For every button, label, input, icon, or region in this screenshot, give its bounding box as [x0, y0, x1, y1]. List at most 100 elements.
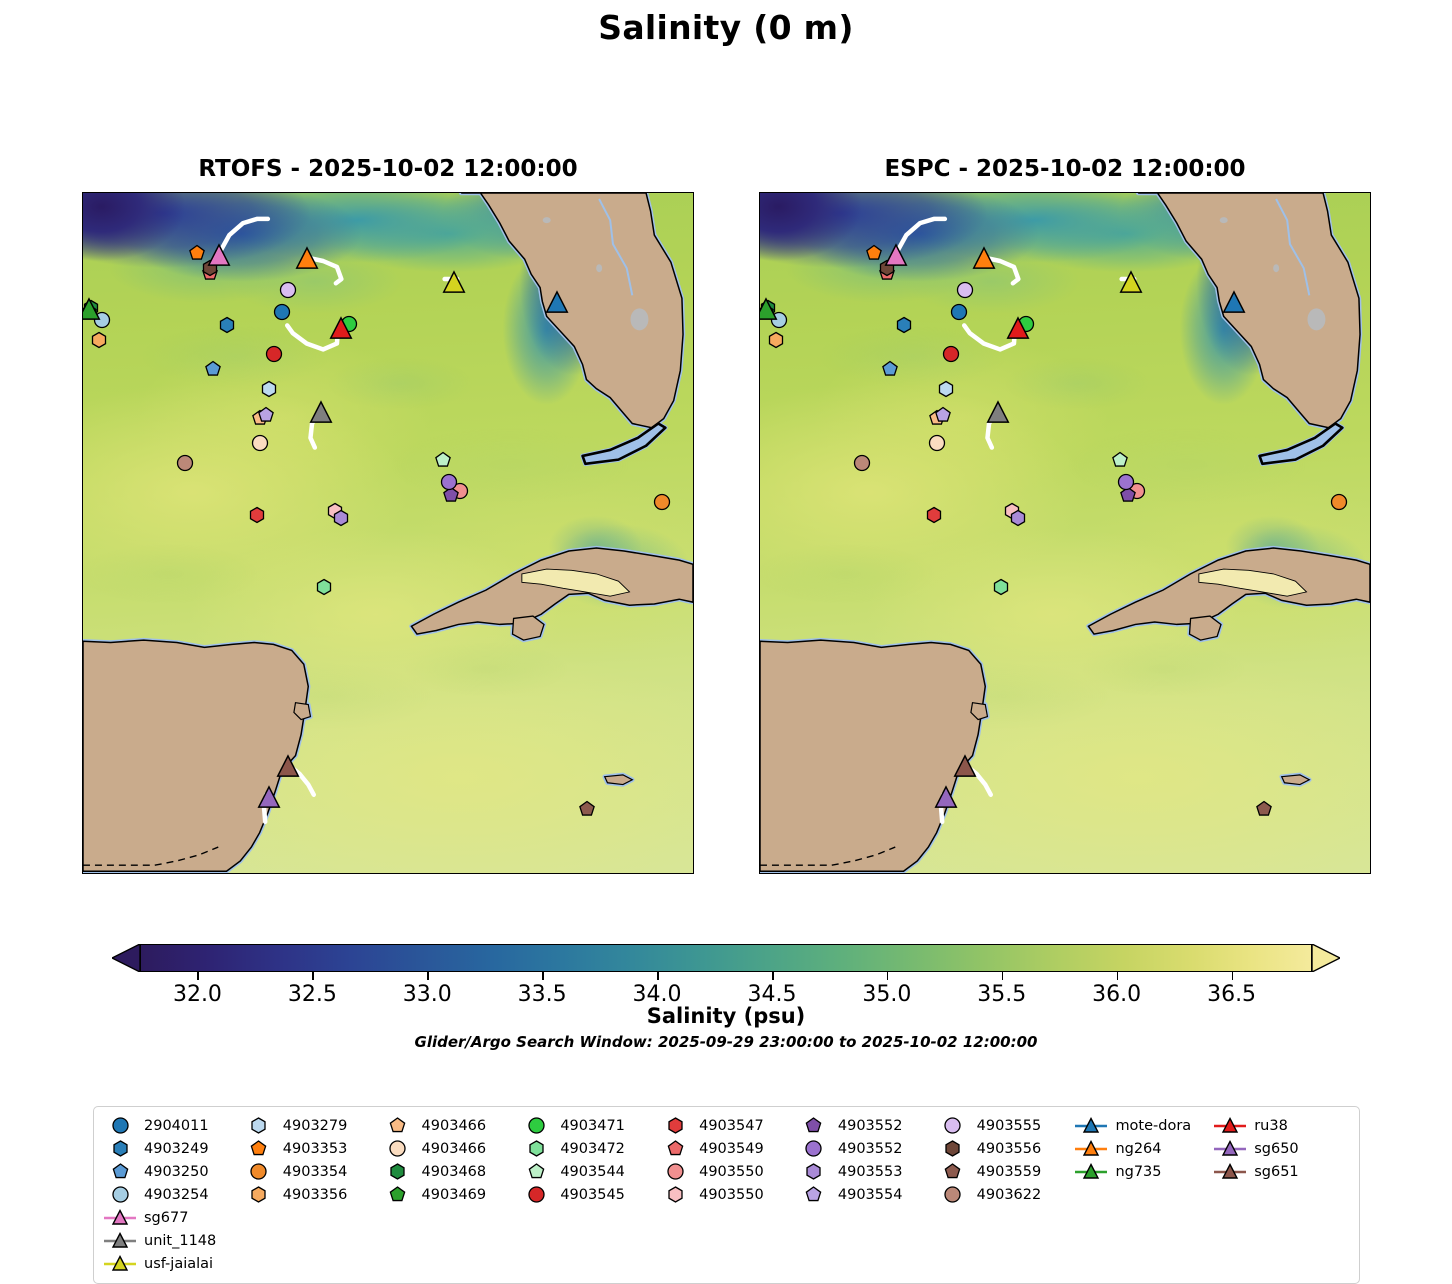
argo-marker-4903555[interactable] — [278, 280, 297, 299]
legend-item-ru38[interactable]: ru38 — [1213, 1114, 1350, 1137]
legend-item-4903279[interactable]: 4903279 — [242, 1114, 379, 1137]
argo-marker-4903466[interactable] — [928, 434, 947, 453]
map-frame-rtofs[interactable]: 90°W88°W86°W84°W82°W80°W18°N20°N22°N24°N… — [82, 192, 694, 874]
argo-marker-4903353[interactable] — [187, 243, 206, 262]
legend-item-4903468[interactable]: 4903468 — [381, 1160, 518, 1183]
glider-marker-ng264[interactable] — [972, 245, 996, 269]
argo-marker-4903622[interactable] — [853, 454, 872, 473]
argo-marker-4903356[interactable] — [766, 330, 785, 349]
legend-item-4903550[interactable]: 4903550 — [658, 1160, 795, 1183]
x-tick — [465, 192, 467, 193]
argo-marker-2904011[interactable] — [273, 302, 292, 321]
glider-marker-mote-dora[interactable] — [1222, 289, 1246, 313]
argo-marker-4903552[interactable] — [442, 486, 461, 505]
argo-marker-4903552[interactable] — [1116, 473, 1135, 492]
glider-marker-mote-dora[interactable] — [545, 289, 569, 313]
legend-item-mote-dora[interactable]: mote-dora — [1074, 1114, 1211, 1137]
argo-marker-4903354[interactable] — [652, 493, 671, 512]
glider-marker-ru38[interactable] — [1006, 315, 1030, 339]
legend-item-unit_1148[interactable]: unit_1148 — [103, 1229, 240, 1252]
argo-marker-4903279[interactable] — [936, 379, 955, 398]
argo-marker-4903553[interactable] — [331, 508, 350, 527]
argo-marker-4903250[interactable] — [204, 359, 223, 378]
legend-item-4903472[interactable]: 4903472 — [519, 1137, 656, 1160]
argo-marker-4903545[interactable] — [942, 345, 961, 364]
argo-marker-4903547[interactable] — [248, 505, 267, 524]
legend-item-4903547[interactable]: 4903547 — [658, 1114, 795, 1137]
argo-marker-4903552[interactable] — [439, 473, 458, 492]
legend-item-4903249[interactable]: 4903249 — [103, 1137, 240, 1160]
legend-item-4903556[interactable]: 4903556 — [936, 1137, 1073, 1160]
glider-marker-sg650[interactable] — [257, 784, 281, 808]
map-canvas-rtofs — [83, 193, 693, 873]
glider-marker-sg677[interactable] — [884, 243, 908, 267]
argo-marker-4903472[interactable] — [991, 578, 1010, 597]
argo-marker-4903249[interactable] — [218, 315, 237, 334]
glider-marker-sg677[interactable] — [207, 243, 231, 267]
map-frame-espc[interactable]: 90°W88°W86°W84°W82°W80°W18°N20°N22°N24°N… — [759, 192, 1371, 874]
argo-marker-4903466[interactable] — [251, 434, 270, 453]
glider-marker-usf-jaialai[interactable] — [442, 269, 466, 293]
legend-item-4903622[interactable]: 4903622 — [936, 1183, 1073, 1206]
glider-marker-unit_1148[interactable] — [986, 400, 1010, 424]
glider-marker-sg651[interactable] — [953, 754, 977, 778]
legend-item-4903555[interactable]: 4903555 — [936, 1114, 1073, 1137]
argo-marker-4903353[interactable] — [864, 243, 883, 262]
argo-marker-4903552[interactable] — [1119, 486, 1138, 505]
platform-legend[interactable]: 2904011 4903249 4903250 4903254 4903279 49033… — [93, 1106, 1360, 1284]
legend-item-4903466[interactable]: 4903466 — [381, 1114, 518, 1137]
argo-marker-4903553[interactable] — [1008, 508, 1027, 527]
argo-marker-4903279[interactable] — [259, 379, 278, 398]
legend-item-4903250[interactable]: 4903250 — [103, 1160, 240, 1183]
argo-marker-4903559[interactable] — [1255, 799, 1274, 818]
glider-marker-ng264[interactable] — [295, 245, 319, 269]
legend-item-4903356[interactable]: 4903356 — [242, 1183, 379, 1206]
legend-item-sg677[interactable]: sg677 — [103, 1206, 240, 1229]
legend-item-ng735[interactable]: ng735 — [1074, 1160, 1211, 1183]
glider-marker-sg650[interactable] — [934, 784, 958, 808]
argo-marker-4903249[interactable] — [895, 315, 914, 334]
legend-item-ng264[interactable]: ng264 — [1074, 1137, 1211, 1160]
legend-item-4903554[interactable]: 4903554 — [797, 1183, 934, 1206]
argo-marker-4903545[interactable] — [265, 345, 284, 364]
legend-item-4903552[interactable]: 4903552 — [797, 1114, 934, 1137]
glider-marker-usf-jaialai[interactable] — [1119, 269, 1143, 293]
legend-item-4903544[interactable]: 4903544 — [519, 1160, 656, 1183]
glider-marker-ng735[interactable] — [760, 297, 778, 321]
glider-marker-sg651[interactable] — [276, 754, 300, 778]
glider-marker-unit_1148[interactable] — [309, 400, 333, 424]
map-panel-espc[interactable]: ESPC - 2025-10-02 12:00:00 90°W88°W86°W8… — [759, 156, 1371, 874]
argo-marker-4903555[interactable] — [955, 280, 974, 299]
argo-marker-4903547[interactable] — [925, 505, 944, 524]
glider-marker-ru38[interactable] — [329, 315, 353, 339]
legend-item-4903254[interactable]: 4903254 — [103, 1183, 240, 1206]
legend-item-4903549[interactable]: 4903549 — [658, 1137, 795, 1160]
argo-marker-4903544[interactable] — [1111, 451, 1130, 470]
argo-marker-4903554[interactable] — [933, 406, 952, 425]
legend-item-4903471[interactable]: 4903471 — [519, 1114, 656, 1137]
argo-marker-4903472[interactable] — [314, 578, 333, 597]
legend-item-4903559[interactable]: 4903559 — [936, 1160, 1073, 1183]
map-panel-rtofs[interactable]: RTOFS - 2025-10-02 12:00:00 90°W88°W86°W… — [82, 156, 694, 874]
argo-marker-4903559[interactable] — [578, 799, 597, 818]
legend-item-4903354[interactable]: 4903354 — [242, 1160, 379, 1183]
legend-item-4903353[interactable]: 4903353 — [242, 1137, 379, 1160]
argo-marker-4903544[interactable] — [434, 451, 453, 470]
glider-marker-ng735[interactable] — [83, 297, 101, 321]
y-tick — [82, 196, 83, 197]
legend-item-4903550[interactable]: 4903550 — [658, 1183, 795, 1206]
argo-marker-4903356[interactable] — [89, 330, 108, 349]
argo-marker-4903354[interactable] — [1329, 493, 1348, 512]
legend-item-4903466[interactable]: 4903466 — [381, 1137, 518, 1160]
legend-item-4903552[interactable]: 4903552 — [797, 1137, 934, 1160]
legend-item-sg651[interactable]: sg651 — [1213, 1160, 1350, 1183]
argo-marker-4903622[interactable] — [176, 454, 195, 473]
argo-marker-4903554[interactable] — [256, 406, 275, 425]
legend-item-4903469[interactable]: 4903469 — [381, 1183, 518, 1206]
legend-item-4903553[interactable]: 4903553 — [797, 1160, 934, 1183]
legend-item-sg650[interactable]: sg650 — [1213, 1137, 1350, 1160]
legend-item-2904011[interactable]: 2904011 — [103, 1114, 240, 1137]
argo-marker-4903250[interactable] — [881, 359, 900, 378]
argo-marker-2904011[interactable] — [950, 302, 969, 321]
legend-item-4903545[interactable]: 4903545 — [519, 1183, 656, 1206]
